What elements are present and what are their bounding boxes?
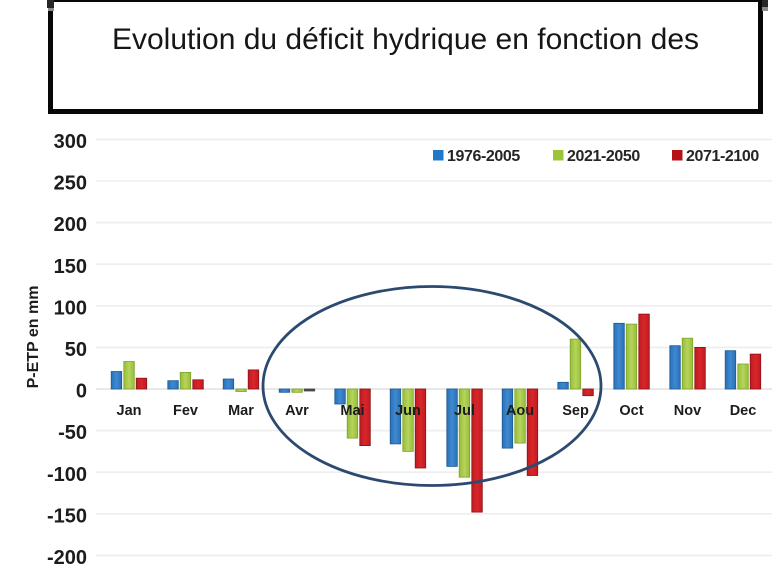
svg-text:100: 100 [54,297,87,319]
svg-text:Jun: Jun [395,403,421,419]
svg-text:Sep: Sep [562,403,589,419]
svg-text:P-ETP en mm: P-ETP en mm [25,286,42,389]
svg-text:Mar: Mar [228,403,254,419]
svg-text:150: 150 [54,256,87,278]
svg-text:Fev: Fev [173,403,198,419]
svg-text:Oct: Oct [619,403,643,419]
svg-text:1976-2005: 1976-2005 [447,148,520,165]
svg-text:Jul: Jul [454,403,475,419]
svg-text:-150: -150 [47,505,87,527]
svg-text:2021-2050: 2021-2050 [567,148,640,165]
svg-text:-200: -200 [47,547,87,569]
svg-text:Aou: Aou [506,403,534,419]
svg-text:Avr: Avr [285,403,309,419]
svg-text:Nov: Nov [674,403,701,419]
svg-text:Jan: Jan [117,403,142,419]
svg-text:0: 0 [76,381,87,403]
svg-text:300: 300 [54,131,87,153]
svg-text:200: 200 [54,214,87,236]
svg-text:Dec: Dec [730,403,757,419]
svg-text:-50: -50 [58,422,87,444]
svg-text:Mai: Mai [340,403,364,419]
svg-text:-100: -100 [47,464,87,486]
svg-text:250: 250 [54,173,87,195]
svg-text:2071-2100: 2071-2100 [686,148,759,165]
svg-text:50: 50 [65,339,87,361]
